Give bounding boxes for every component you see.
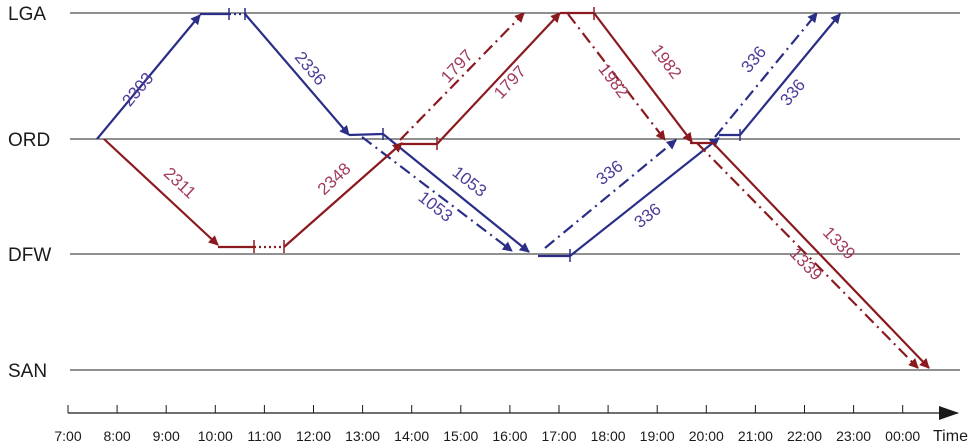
flight-label: 1053 <box>449 163 491 201</box>
leg-2348 <box>283 142 403 248</box>
flight-label: 1982 <box>594 60 632 102</box>
leg-2336 <box>244 13 350 136</box>
leg-1053-dashdot <box>361 136 513 252</box>
leg-2303 <box>96 14 201 140</box>
time-axis-title: Time <box>933 428 968 445</box>
time-axis-labels: 7:00 8:00 9:00 10:00 11:00 12:00 13:00 14:00 15:… <box>54 428 920 444</box>
time-axis-tick-label: 8:00 <box>103 428 130 444</box>
time-axis-tick-label: 7:00 <box>54 428 81 444</box>
leg-336-solid-b <box>739 13 841 136</box>
airport-label-dfw: DFW <box>8 245 51 266</box>
leg-1982-solid <box>593 12 693 143</box>
time-axis-tick-label: 20:00 <box>689 428 724 444</box>
flight-label: 1053 <box>415 188 457 226</box>
time-axis-tick-label: 11:00 <box>247 428 281 444</box>
leg-2311 <box>103 138 219 246</box>
flight-label: 1339 <box>786 244 826 284</box>
time-axis-tick-label: 12:00 <box>296 428 331 444</box>
blue-route <box>96 8 841 262</box>
flight-label: 1797 <box>490 62 530 103</box>
airport-label-ord: ORD <box>8 130 50 151</box>
flight-label: 336 <box>776 75 809 109</box>
time-axis-tick-label: 9:00 <box>153 428 180 444</box>
airport-label-san: SAN <box>8 361 47 382</box>
red-route <box>103 7 930 369</box>
time-axis-tick-label: 16:00 <box>492 428 527 444</box>
time-axis-tick-label: 22:00 <box>787 428 822 444</box>
time-axis-tick-label: 23:00 <box>836 428 871 444</box>
leg-1339-dashdot <box>696 142 919 369</box>
leg-1053-solid <box>382 133 530 253</box>
time-axis-tick-label: 00:00 <box>885 428 920 444</box>
flight-label: 2336 <box>291 48 330 89</box>
time-axis-ticks <box>67 405 904 413</box>
flight-label: 336 <box>737 42 770 76</box>
flight-label: 1982 <box>647 41 685 83</box>
time-axis-tick-label: 10:00 <box>198 428 233 444</box>
leg-336-dashdot-b <box>714 12 818 138</box>
leg-1339-solid <box>712 142 930 369</box>
leg-1982-dashdot <box>567 13 666 141</box>
time-axis-tick-label: 19:00 <box>640 428 675 444</box>
leg-336-solid-a <box>569 137 720 257</box>
leg-1797-solid <box>436 12 561 145</box>
flight-label: 2348 <box>314 159 355 199</box>
airport-label-lga: LGA <box>8 4 46 25</box>
leg-1797-dashdot <box>399 12 525 141</box>
time-axis-tick-label: 17:00 <box>541 428 576 444</box>
time-axis-tick-label: 21:00 <box>738 428 773 444</box>
leg-336-dashdot-a <box>544 139 677 249</box>
flight-label: 1339 <box>819 223 859 263</box>
ground-ord-blue <box>348 132 384 137</box>
time-axis-tick-label: 18:00 <box>591 428 626 444</box>
time-axis-tick-label: 13:00 <box>345 428 380 444</box>
time-axis-tick-label: 14:00 <box>394 428 429 444</box>
time-axis-tick-label: 15:00 <box>443 428 478 444</box>
